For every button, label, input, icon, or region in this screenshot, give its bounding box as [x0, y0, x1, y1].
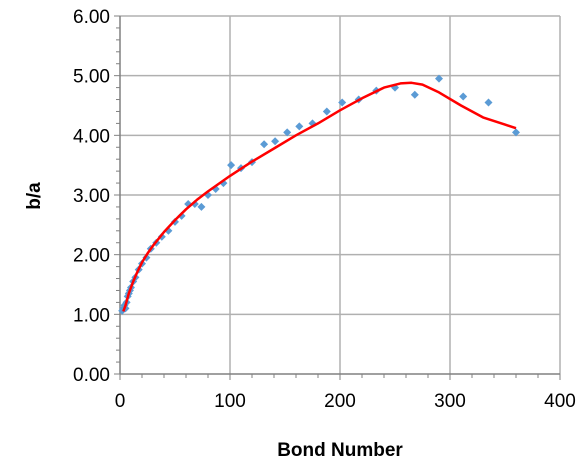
x-tick-label: 0 [115, 391, 126, 412]
axes [114, 15, 561, 380]
data-point [322, 107, 331, 116]
data-point [295, 122, 304, 131]
x-tick-labels: 0 100 200 300 400 [115, 391, 576, 412]
y-axis-title: b/a [24, 182, 45, 210]
x-tick-label: 200 [324, 391, 356, 412]
data-point [484, 98, 493, 107]
x-axis-title: Bond Number [277, 440, 403, 461]
data-point [410, 90, 419, 99]
y-tick-label: 3.00 [73, 186, 110, 207]
y-tick-label: 1.00 [73, 305, 110, 326]
y-tick-label: 0.00 [73, 365, 110, 386]
grid [120, 15, 561, 374]
data-point [260, 140, 269, 149]
data-point [459, 92, 468, 101]
data-point [197, 202, 206, 211]
data-point [435, 74, 443, 83]
data-point [271, 137, 280, 146]
data-point [283, 128, 292, 137]
data-point [512, 128, 520, 137]
x-tick-label: 100 [214, 391, 246, 412]
x-tick-label: 400 [544, 391, 576, 412]
data-point [227, 161, 236, 170]
data-series-fit-line [122, 81, 517, 312]
y-tick-label: 2.00 [73, 246, 110, 267]
x-tick-label: 300 [434, 391, 466, 412]
y-tick-labels: 0.00 1.00 2.00 3.00 4.00 5.00 6.00 [73, 7, 110, 386]
data-point [338, 98, 347, 107]
y-tick-label: 6.00 [73, 7, 110, 28]
fit-line [122, 81, 517, 312]
y-tick-label: 4.00 [73, 126, 110, 147]
y-tick-label: 5.00 [73, 67, 110, 88]
